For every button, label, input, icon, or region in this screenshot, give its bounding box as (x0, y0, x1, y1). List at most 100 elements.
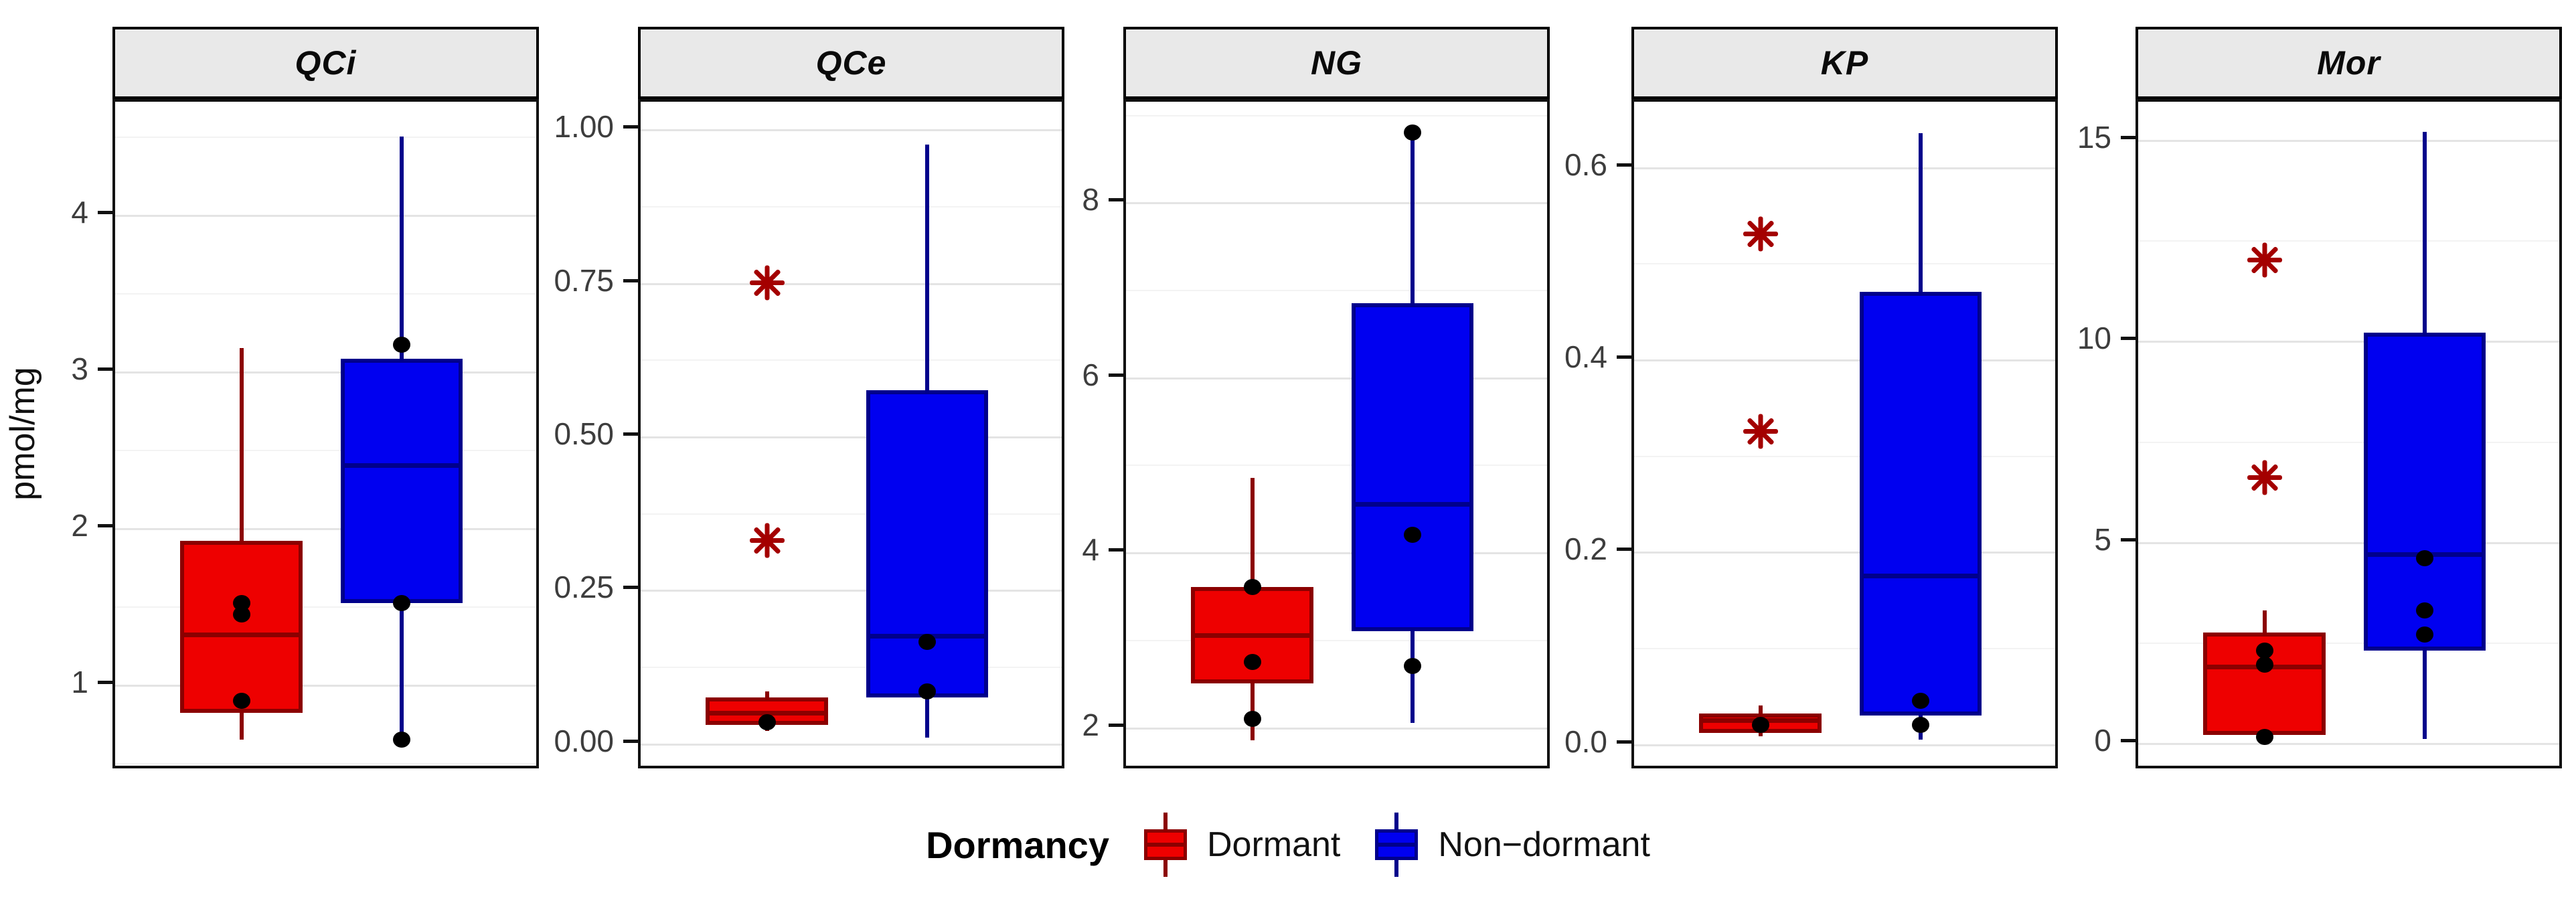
outlier-point-dormant (749, 523, 785, 559)
gridline-major (1126, 202, 1547, 205)
gridline-minor (641, 667, 1062, 669)
gridline-minor (641, 513, 1062, 515)
legend-title: Dormancy (926, 823, 1109, 866)
data-point-nondormant (2415, 550, 2433, 566)
facet-title: NG (1311, 44, 1362, 82)
boxplot-box-nondormant (340, 359, 463, 604)
gridline-minor (115, 763, 536, 765)
legend-key-median (1378, 843, 1415, 847)
gridline-minor (1126, 290, 1547, 292)
y-axis-tick-label: 8 (1082, 182, 1099, 218)
data-point-nondormant (1403, 124, 1421, 141)
y-axis-tick-label: 4 (71, 194, 88, 230)
y-axis-tick (623, 432, 638, 436)
y-axis-tick (98, 367, 112, 371)
legend-key-box (1143, 829, 1187, 860)
gridline-minor (2138, 240, 2559, 242)
gridline-major (641, 129, 1062, 132)
gridline-minor (1634, 455, 2055, 457)
whisker-upper-nondormant (2422, 132, 2427, 333)
facet-title: KP (1820, 44, 1869, 82)
gridline-major (1126, 552, 1547, 555)
whisker-upper-nondormant (399, 136, 404, 359)
data-point-dormant (1243, 710, 1261, 727)
boxplot-box-nondormant (1859, 292, 1982, 716)
facet-qci: QCi 1 2 3 4 (47, 27, 539, 768)
outlier-point-dormant (2247, 242, 2283, 278)
outlier-point-dormant (749, 265, 785, 301)
gridline-major (115, 528, 536, 530)
data-point-nondormant (1911, 717, 1929, 734)
y-axis-tick-label: 0.00 (554, 723, 614, 758)
data-point-nondormant (1403, 658, 1421, 675)
facet-panel-mor (2136, 99, 2562, 768)
gridline-minor (115, 449, 536, 451)
y-axis-tick-label: 3 (71, 351, 88, 386)
facet-kp: KP 0.0 0.2 0.4 0.6 (1550, 27, 2058, 768)
facet-strip-kp: KP (1631, 27, 2058, 99)
median-line-nondormant (1859, 574, 1982, 579)
data-point-nondormant (392, 732, 410, 748)
y-axis-tick-label: 4 (1082, 532, 1099, 568)
y-axis-title: pmol/mg (3, 367, 42, 501)
gridline-major (641, 282, 1062, 285)
whisker-upper-dormant (2262, 610, 2267, 633)
y-axis-qci: 1 2 3 4 (47, 99, 112, 768)
y-axis-qce: 0.00 0.25 0.50 0.75 1.00 (539, 99, 638, 768)
y-axis-tick-label: 0.0 (1564, 724, 1607, 759)
gridline-minor (115, 292, 536, 295)
whisker-upper-nondormant (924, 145, 929, 391)
y-axis-tick (98, 210, 112, 214)
facet-panel-qce (638, 99, 1064, 768)
gridline-major (641, 590, 1062, 592)
gridline-major (2138, 341, 2559, 343)
y-axis-tick (1109, 723, 1123, 727)
data-point-nondormant (2415, 602, 2433, 618)
y-axis-tick-label: 2 (71, 508, 88, 543)
median-line-dormant (706, 710, 828, 716)
legend-label-nondormant: Non−dormant (1438, 825, 1650, 864)
y-axis-tick-label: 0.75 (554, 262, 614, 298)
whisker-lower-nondormant (2422, 650, 2427, 739)
median-line-nondormant (340, 463, 463, 469)
chart-area: pmol/mg QCi 1 2 3 4 QCe 0.00 0.25 0.50 0.75 1.00 NG… (0, 27, 2576, 768)
whisker-upper-dormant (239, 347, 244, 541)
gridline-minor (1126, 114, 1547, 116)
whisker-lower-nondormant (1410, 631, 1415, 724)
y-axis-tick-label: 0.25 (554, 570, 614, 605)
facet-strip-qce: QCe (638, 27, 1064, 99)
gridline-major (1126, 377, 1547, 380)
facet-qce: QCe 0.00 0.25 0.50 0.75 1.00 (539, 27, 1064, 768)
y-axis-tick (1109, 373, 1123, 377)
boxplot-box-nondormant (1351, 303, 1473, 631)
y-axis-tick-label: 10 (2077, 321, 2111, 356)
y-axis-title-column: pmol/mg (0, 27, 47, 768)
y-axis-tick-label: 0.4 (1564, 339, 1607, 375)
gridline-minor (1126, 465, 1547, 467)
whisker-upper-dormant (1250, 478, 1255, 588)
gridline-major (115, 685, 536, 687)
y-axis-tick (1617, 740, 1631, 744)
data-point-nondormant (918, 683, 936, 699)
y-axis-tick-label: 15 (2077, 120, 2111, 155)
y-axis-tick (1617, 548, 1631, 552)
data-point-dormant (758, 714, 776, 730)
y-axis-tick-label: 0.6 (1564, 147, 1607, 182)
gridline-major (2138, 742, 2559, 745)
gridline-major (641, 743, 1062, 746)
data-point-dormant (2255, 656, 2273, 673)
facet-panel-ng (1123, 99, 1550, 768)
boxplot-box-nondormant (2363, 333, 2486, 651)
y-axis-tick (623, 125, 638, 129)
whisker-lower-nondormant (924, 697, 929, 738)
gridline-minor (115, 606, 536, 608)
y-axis-tick (98, 524, 112, 527)
facet-panel-kp (1631, 99, 2058, 768)
median-line-nondormant (1351, 502, 1473, 507)
outlier-point-dormant (1743, 414, 1779, 450)
y-axis-tick (623, 739, 638, 743)
y-axis-tick (1109, 548, 1123, 552)
y-axis-tick-label: 1.00 (554, 109, 614, 145)
data-point-nondormant (1403, 527, 1421, 543)
y-axis-tick-label: 0.2 (1564, 531, 1607, 567)
